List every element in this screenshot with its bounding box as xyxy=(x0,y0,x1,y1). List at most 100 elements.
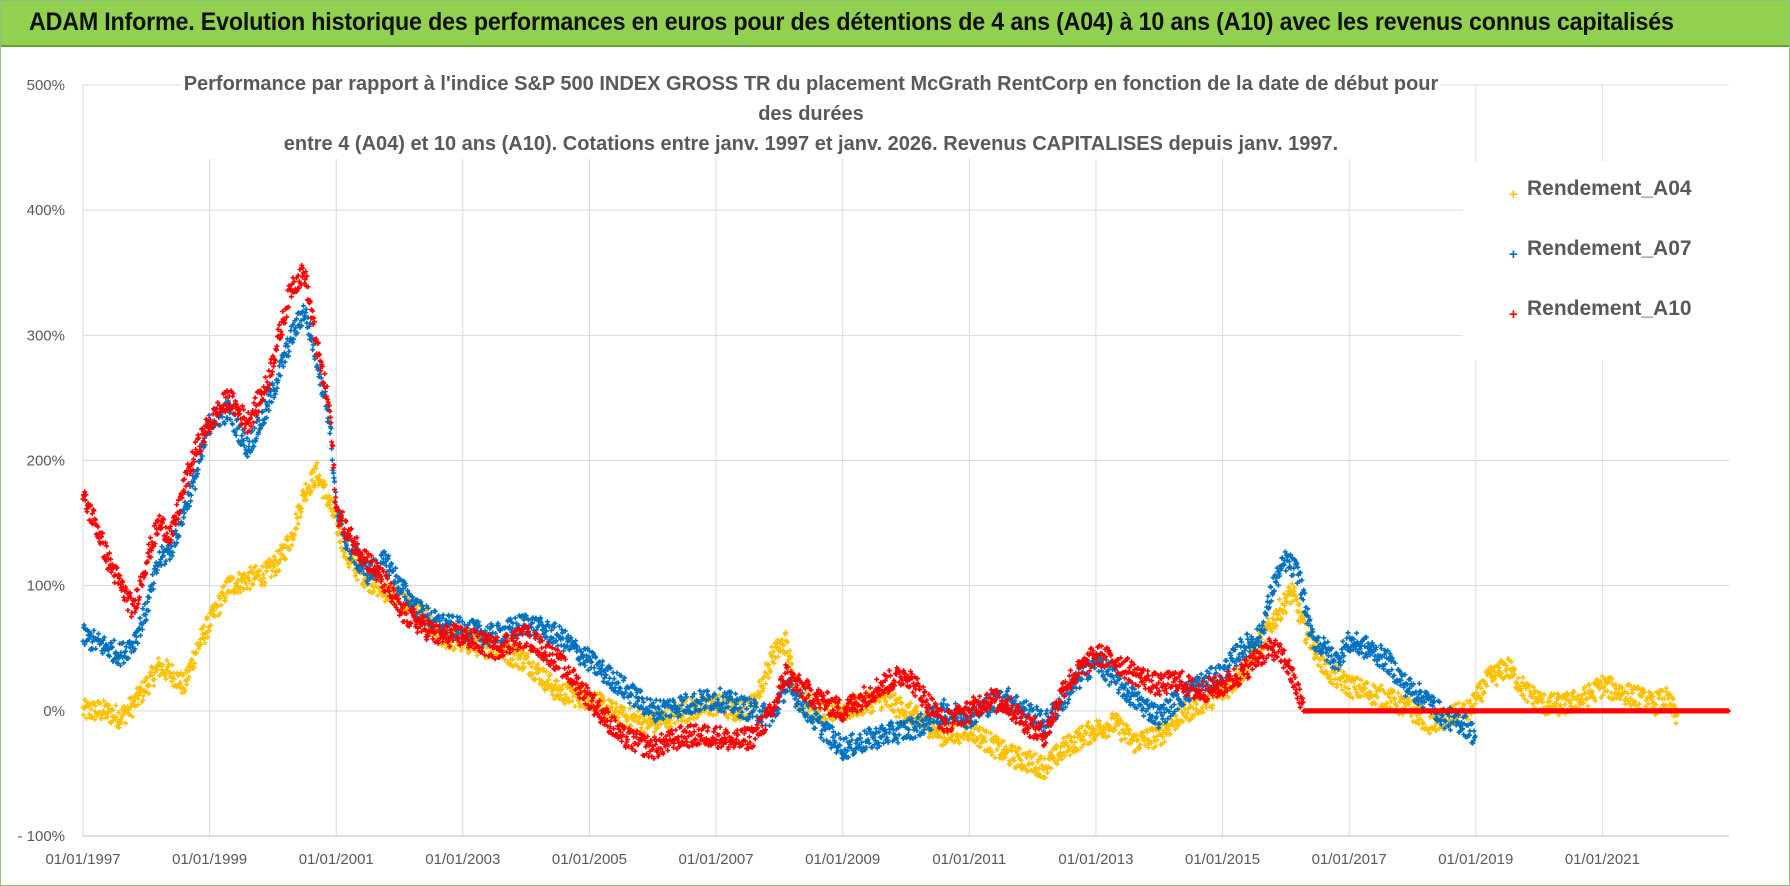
data-point xyxy=(760,685,766,691)
data-point xyxy=(192,660,198,666)
data-point xyxy=(239,433,245,439)
data-point xyxy=(253,563,259,569)
data-point xyxy=(601,698,607,704)
data-point xyxy=(860,710,866,716)
data-points xyxy=(80,262,1731,781)
data-point xyxy=(704,688,710,694)
data-point xyxy=(895,707,901,713)
data-point xyxy=(272,572,278,578)
data-point xyxy=(312,480,318,486)
data-point xyxy=(631,717,637,723)
data-point xyxy=(322,482,328,488)
data-point xyxy=(980,727,986,733)
data-point xyxy=(717,692,723,698)
data-point xyxy=(558,692,564,698)
data-point xyxy=(198,642,204,648)
data-point xyxy=(287,547,293,553)
data-point xyxy=(1061,735,1067,741)
data-point xyxy=(289,542,295,548)
data-point xyxy=(1067,752,1073,758)
data-point xyxy=(317,472,323,478)
data-point xyxy=(1041,767,1047,773)
data-point xyxy=(310,347,316,353)
data-point xyxy=(116,710,122,716)
data-point xyxy=(1057,749,1063,755)
data-point xyxy=(1058,744,1064,750)
data-point xyxy=(230,575,236,581)
data-point xyxy=(211,607,217,613)
data-point xyxy=(554,687,560,693)
data-point xyxy=(138,686,144,692)
data-point xyxy=(189,656,195,662)
data-point xyxy=(375,592,381,598)
data-point xyxy=(1629,690,1635,696)
data-point xyxy=(900,707,906,713)
data-point xyxy=(891,709,897,715)
data-point xyxy=(204,614,210,620)
data-point xyxy=(551,696,557,702)
data-point xyxy=(272,563,278,569)
data-point xyxy=(847,714,853,720)
data-point xyxy=(113,714,119,720)
data-point xyxy=(182,687,188,693)
data-point xyxy=(1030,760,1036,766)
data-point xyxy=(769,718,775,724)
data-point xyxy=(307,491,313,497)
data-point xyxy=(154,667,160,673)
data-point xyxy=(137,615,143,621)
data-point xyxy=(459,645,465,651)
data-point xyxy=(292,532,298,538)
data-point xyxy=(81,712,87,718)
data-point xyxy=(1066,745,1072,751)
data-point xyxy=(245,575,251,581)
data-point xyxy=(989,749,995,755)
data-point xyxy=(717,685,723,691)
data-point xyxy=(186,674,192,680)
data-point xyxy=(765,675,771,681)
data-point xyxy=(184,682,190,688)
data-point xyxy=(246,444,252,450)
data-point xyxy=(789,661,795,667)
data-point xyxy=(733,691,739,697)
data-point xyxy=(521,649,527,655)
data-point xyxy=(241,586,247,592)
data-point xyxy=(787,648,793,654)
data-point xyxy=(246,578,252,584)
data-point xyxy=(1007,761,1013,767)
data-point xyxy=(651,729,657,735)
data-point xyxy=(1009,743,1015,749)
data-point xyxy=(627,705,633,711)
data-point xyxy=(237,589,243,595)
data-point xyxy=(1000,738,1006,744)
data-point xyxy=(766,662,772,668)
data-point xyxy=(151,676,157,682)
data-point xyxy=(559,686,565,692)
data-point xyxy=(303,481,309,487)
data-point xyxy=(93,646,99,652)
data-point xyxy=(612,709,618,715)
data-point xyxy=(694,715,700,721)
data-point xyxy=(779,637,785,643)
data-point xyxy=(82,697,88,703)
data-point xyxy=(1047,749,1053,755)
data-point xyxy=(771,660,777,666)
data-point xyxy=(192,486,198,492)
data-point xyxy=(177,679,183,685)
data-point xyxy=(164,657,170,663)
data-point xyxy=(560,682,566,688)
data-point xyxy=(635,708,641,714)
data-point xyxy=(977,744,983,750)
data-point xyxy=(208,623,214,629)
data-point xyxy=(830,717,836,723)
data-point xyxy=(788,655,794,661)
data-point xyxy=(135,702,141,708)
data-point xyxy=(303,497,309,503)
data-point xyxy=(134,685,140,691)
data-point xyxy=(899,700,905,706)
data-point xyxy=(759,683,765,689)
data-point xyxy=(821,712,827,718)
data-point xyxy=(276,568,282,574)
data-point xyxy=(644,696,650,702)
data-point xyxy=(902,709,908,715)
data-point xyxy=(992,755,998,761)
